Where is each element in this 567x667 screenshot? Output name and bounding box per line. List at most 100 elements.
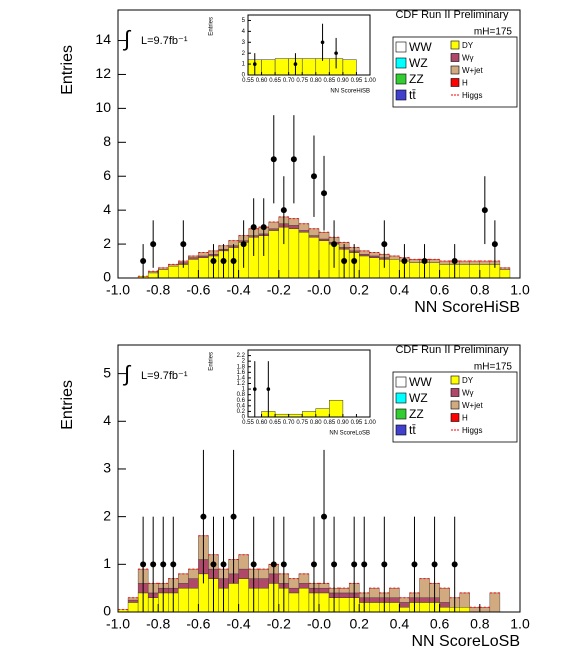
data-point <box>240 241 247 248</box>
x-tick-label: 0.80 <box>310 78 322 84</box>
data-point <box>290 156 297 163</box>
data-point <box>266 387 271 391</box>
histogram-bin <box>479 607 491 613</box>
legend-label: WW <box>409 40 432 54</box>
histogram-bin <box>268 230 280 279</box>
histogram-bin <box>258 587 269 613</box>
histogram-bin <box>439 264 450 279</box>
histogram-bin <box>389 602 400 613</box>
histogram-bin <box>127 599 139 603</box>
x-tick-label: -0.8 <box>146 281 170 297</box>
data-point <box>331 561 338 568</box>
histogram-bin <box>369 257 380 279</box>
data-point <box>210 258 217 265</box>
y-tick-label: 4 <box>103 412 111 428</box>
data-point <box>411 561 418 568</box>
data-point <box>170 561 177 568</box>
histogram-bin <box>268 228 280 231</box>
histogram-bin <box>338 587 350 594</box>
histogram-bin <box>459 260 470 265</box>
histogram-bin <box>268 221 280 230</box>
y-tick-label: 0 <box>103 603 111 619</box>
histogram-bin <box>399 597 410 603</box>
histogram-bin <box>399 607 410 613</box>
data-point <box>351 258 358 265</box>
x-tick-label: 0.60 <box>256 78 268 84</box>
histogram-bin <box>459 607 470 613</box>
legend-label: Wγ <box>462 54 474 63</box>
data-point <box>260 224 267 231</box>
data-point <box>220 258 227 265</box>
legend-swatch <box>395 408 407 420</box>
data-point <box>230 513 237 520</box>
histogram-bin <box>359 254 370 257</box>
x-tick-label: -0.2 <box>267 615 291 631</box>
histogram-bin <box>369 252 380 257</box>
y-tick-label: 2 <box>242 359 246 365</box>
histogram-bin <box>308 237 320 279</box>
data-point <box>252 387 257 391</box>
histogram-bin <box>157 269 169 279</box>
y-tick-label: 12 <box>95 65 111 81</box>
histogram-bin <box>315 58 330 76</box>
histogram-bin <box>399 602 410 608</box>
x-axis-title: NN ScoreLoSB <box>412 633 521 650</box>
experiment-label: CDF Run II Preliminary <box>395 9 509 21</box>
data-point <box>481 207 488 214</box>
histogram-bin <box>389 255 400 260</box>
x-tick-label: -0.6 <box>186 281 210 297</box>
x-tick-label: -0.2 <box>267 281 291 297</box>
histogram-bin <box>238 578 249 613</box>
histogram-bin <box>479 264 491 279</box>
histogram-bin <box>469 260 481 265</box>
histogram-bin <box>489 592 501 613</box>
legend-label: W+jet <box>462 66 483 75</box>
data-point <box>140 258 147 265</box>
legend-swatch <box>395 41 407 53</box>
legend-swatch <box>450 375 460 385</box>
histogram-bin <box>369 597 380 603</box>
legend-label: WZ <box>409 391 428 405</box>
legend-swatch <box>395 376 407 388</box>
legend-label: DY <box>462 376 474 385</box>
data-point <box>310 561 317 568</box>
histogram-bin <box>318 587 330 594</box>
x-tick-label: 0.60 <box>256 420 268 426</box>
data-point <box>140 561 147 568</box>
legend-swatch <box>450 40 460 50</box>
y-tick-label: 0 <box>242 415 246 421</box>
legend-swatch <box>450 400 460 410</box>
y-tick-label: 0 <box>103 269 111 285</box>
histogram-bin <box>238 554 249 570</box>
y-tick-label: 6 <box>103 167 111 183</box>
y-tick-label: 2 <box>242 51 246 57</box>
x-axis-title: NN ScoreLoSB <box>329 431 370 437</box>
data-point <box>381 241 388 248</box>
x-tick-label: 1.00 <box>364 78 376 84</box>
histogram-bin <box>298 223 310 231</box>
data-point <box>252 62 257 66</box>
histogram-bin <box>342 59 357 76</box>
histogram-bin <box>409 259 420 263</box>
histogram-bin <box>178 573 189 584</box>
legend-swatch <box>395 392 407 404</box>
histogram-bin <box>369 255 380 258</box>
histogram-bin <box>288 587 300 594</box>
x-tick-label: 0.85 <box>323 420 335 426</box>
histogram-bin <box>359 255 370 279</box>
legend-swatch <box>395 424 407 436</box>
histogram-bin <box>288 218 300 226</box>
histogram-bin <box>439 587 450 603</box>
luminosity: L=9.7fb⁻¹ <box>141 35 188 47</box>
histogram-bin <box>301 58 317 76</box>
histogram-bin <box>188 257 199 260</box>
histogram-bin <box>439 607 450 613</box>
histogram-bin <box>389 259 400 279</box>
data-point <box>381 561 388 568</box>
data-point <box>334 51 338 55</box>
y-tick-label: 14 <box>95 31 111 47</box>
legend-label: H <box>462 414 468 423</box>
histogram-bin <box>318 592 330 613</box>
histogram-bin <box>338 592 350 598</box>
